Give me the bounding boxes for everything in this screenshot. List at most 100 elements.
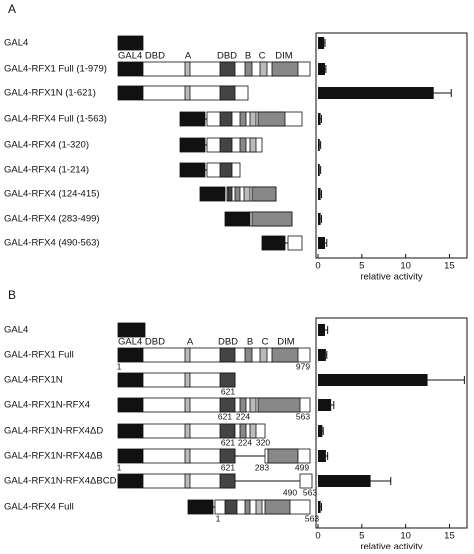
domain-box — [249, 423, 257, 439]
position-label: 490 — [283, 487, 297, 497]
domain-box — [219, 448, 236, 464]
domain-box — [184, 473, 191, 489]
position-label: 563 — [305, 513, 319, 523]
domain-box — [259, 347, 268, 363]
position-label: 1 — [117, 361, 122, 371]
domain-box — [227, 186, 233, 202]
error-bar — [319, 141, 322, 149]
bar — [318, 188, 321, 200]
position-label: 621 — [221, 437, 235, 447]
construct-label: GAL4-RFX4 Full — [4, 502, 74, 513]
error-bar — [427, 376, 465, 384]
domain-box — [184, 347, 191, 363]
construct-label: GAL4-RFX1N-RFX4 — [4, 400, 90, 411]
domain-label: DIM — [277, 337, 295, 348]
x-tick-label: 10 — [400, 531, 411, 542]
domain-box — [224, 211, 251, 227]
domain-box — [117, 35, 144, 51]
domain-box — [257, 111, 286, 127]
domain-label: B — [245, 51, 251, 62]
error-bar — [320, 115, 323, 123]
domain-box — [219, 423, 236, 439]
position-label: 979 — [296, 361, 310, 371]
construct-label: GAL4-RFX1N-RFX4ΔD — [4, 426, 103, 437]
bar — [318, 164, 320, 176]
domain-box — [179, 162, 206, 178]
construct-label: GAL4-RFX4 (124-415) — [4, 189, 100, 200]
domain-box — [244, 61, 253, 77]
domain-box — [244, 347, 253, 363]
error-bar — [433, 89, 452, 97]
domain-box — [255, 499, 263, 515]
domain-box — [117, 448, 144, 464]
domain-box — [239, 137, 247, 153]
position-label: 621 — [218, 411, 232, 421]
error-bar — [324, 39, 326, 47]
error-bar — [319, 166, 322, 174]
domain-box — [219, 473, 236, 489]
bar — [318, 501, 321, 513]
error-bar — [320, 190, 323, 198]
domain-box — [249, 397, 257, 413]
domain-box — [224, 499, 238, 515]
plot-frame — [315, 317, 468, 529]
domain-box — [184, 423, 191, 439]
construct-label: GAL4-RFX4 (283-499) — [4, 214, 100, 225]
domain-box — [184, 85, 191, 101]
construct-label: GAL4-RFX1 Full — [4, 350, 74, 361]
bar — [318, 213, 321, 225]
domain-box — [249, 137, 257, 153]
domain-box — [184, 372, 191, 388]
domain-box — [271, 61, 299, 77]
domain-box — [261, 235, 286, 251]
domain-box — [219, 397, 236, 413]
bar — [318, 237, 326, 249]
x-tick-label: 0 — [315, 261, 320, 272]
domain-box — [117, 423, 144, 439]
x-tick-label: 15 — [444, 261, 455, 272]
construct-label: GAL4-RFX4 Full (1-563) — [4, 114, 107, 125]
construct-label: GAL4-RFX4 (490-563) — [4, 238, 100, 249]
construct-label: GAL4-RFX1N — [4, 375, 63, 386]
bar — [318, 349, 326, 361]
domain-box — [244, 499, 251, 515]
domain-label: C — [259, 51, 266, 62]
construct-label: GAL4-RFX1N (1-621) — [4, 88, 96, 99]
error-bar — [325, 326, 329, 334]
domain-label: GAL4 DBD — [118, 51, 165, 62]
bar — [318, 399, 332, 411]
bar — [318, 450, 326, 462]
panel-label: A — [8, 2, 16, 16]
position-label: 224 — [238, 437, 252, 447]
domain-box — [219, 137, 233, 153]
position-label: 563 — [303, 487, 317, 497]
position-label: 1 — [216, 513, 221, 523]
domain-box — [239, 111, 247, 127]
construct-label: GAL4 — [4, 38, 28, 49]
bar — [318, 139, 320, 151]
domain-box — [234, 186, 241, 202]
construct-label: GAL4-RFX4 (1-214) — [4, 165, 89, 176]
domain-box — [117, 473, 144, 489]
domain-box — [117, 372, 144, 388]
domain-box — [219, 162, 233, 178]
domain-label: C — [262, 337, 269, 348]
domain-label: GAL4 DBD — [118, 337, 165, 348]
domain-box — [219, 111, 233, 127]
bar — [318, 324, 326, 336]
domain-label: A — [187, 337, 194, 348]
domain-box — [287, 235, 303, 251]
domain-box — [267, 448, 299, 464]
x-tick-label: 0 — [315, 531, 320, 542]
construct-label: GAL4-RFX1N-RFX4ΔB — [4, 451, 103, 462]
bar — [318, 87, 434, 99]
domain-box — [219, 347, 236, 363]
domain-box — [243, 186, 251, 202]
error-bar — [331, 401, 335, 409]
domain-box — [299, 473, 313, 489]
domain-label: A — [185, 51, 192, 62]
bar — [318, 37, 325, 49]
error-bar — [320, 215, 323, 223]
domain-box — [117, 347, 144, 363]
